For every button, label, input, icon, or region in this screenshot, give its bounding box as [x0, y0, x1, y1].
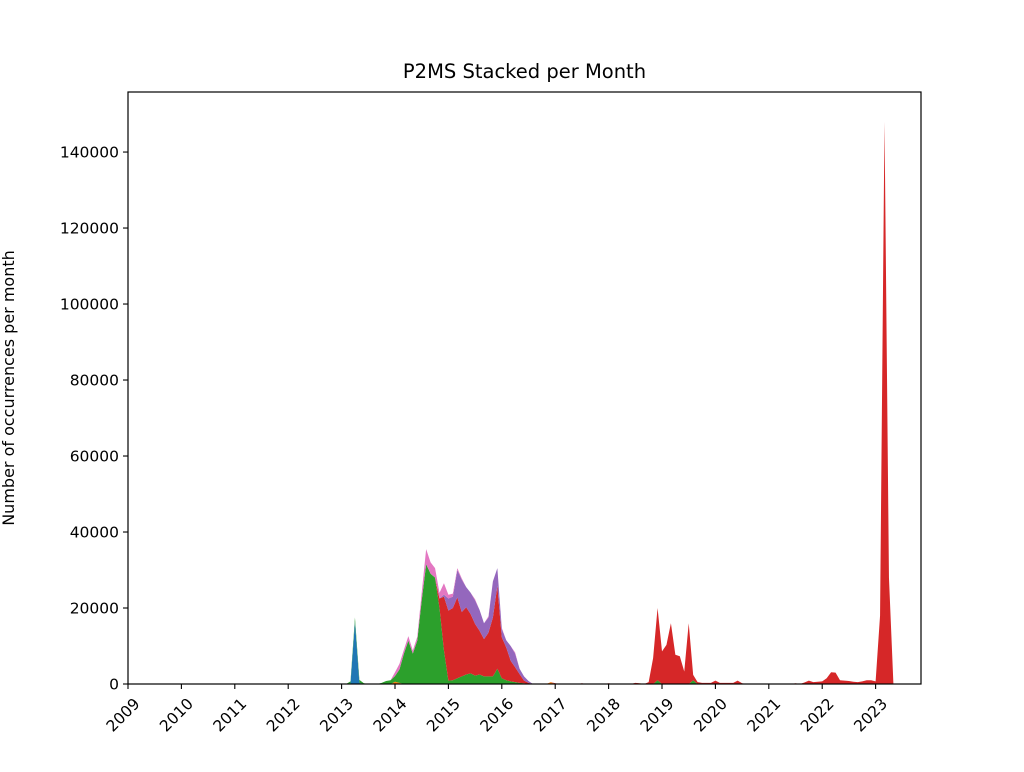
- x-tick-label: 2011: [210, 695, 251, 736]
- area-series-2: [128, 621, 921, 684]
- y-axis-label: Number of occurrences per month: [0, 250, 18, 526]
- x-tick-label: 2023: [850, 695, 891, 736]
- area-series-4: [128, 121, 921, 684]
- x-tick-label: 2009: [103, 695, 144, 736]
- x-tick-label: 2012: [263, 695, 304, 736]
- y-tick-label: 140000: [60, 144, 119, 162]
- area-series-6: [128, 121, 921, 684]
- x-tick-label: 2018: [583, 695, 624, 736]
- x-tick-label: 2020: [690, 695, 731, 736]
- x-tick-label: 2010: [156, 695, 197, 736]
- y-tick-label: 80000: [70, 372, 119, 390]
- x-tick-label: 2021: [744, 695, 785, 736]
- area-series-1: [128, 621, 921, 684]
- x-tick-label: 2015: [423, 695, 464, 736]
- x-tick-label: 2022: [797, 695, 838, 736]
- y-axis: 0 20000 40000 60000 80000 100000 120000 140000: [60, 144, 128, 694]
- x-tick-label: 2017: [530, 695, 571, 736]
- y-tick-label: 40000: [70, 524, 119, 542]
- x-tick-label: 2019: [637, 695, 678, 736]
- x-axis: 2009 2010 2011 2012 2013 2014 2015 2016 2017 2018…: [103, 684, 891, 735]
- x-tick-label: 2016: [477, 695, 518, 736]
- plot-frame: [127, 91, 922, 685]
- x-tick-label: 2013: [316, 695, 357, 736]
- y-tick-label: 100000: [60, 296, 119, 314]
- y-tick-label: 60000: [70, 448, 119, 466]
- y-tick-label: 20000: [70, 600, 119, 618]
- y-tick-label: 120000: [60, 220, 119, 238]
- area-series-3: [128, 564, 921, 684]
- x-tick-label: 2014: [370, 695, 411, 736]
- y-tick-label: 0: [109, 676, 119, 694]
- area-layers: [128, 121, 921, 684]
- chart-title: P2MS Stacked per Month: [403, 60, 646, 83]
- area-series-5: [128, 121, 921, 684]
